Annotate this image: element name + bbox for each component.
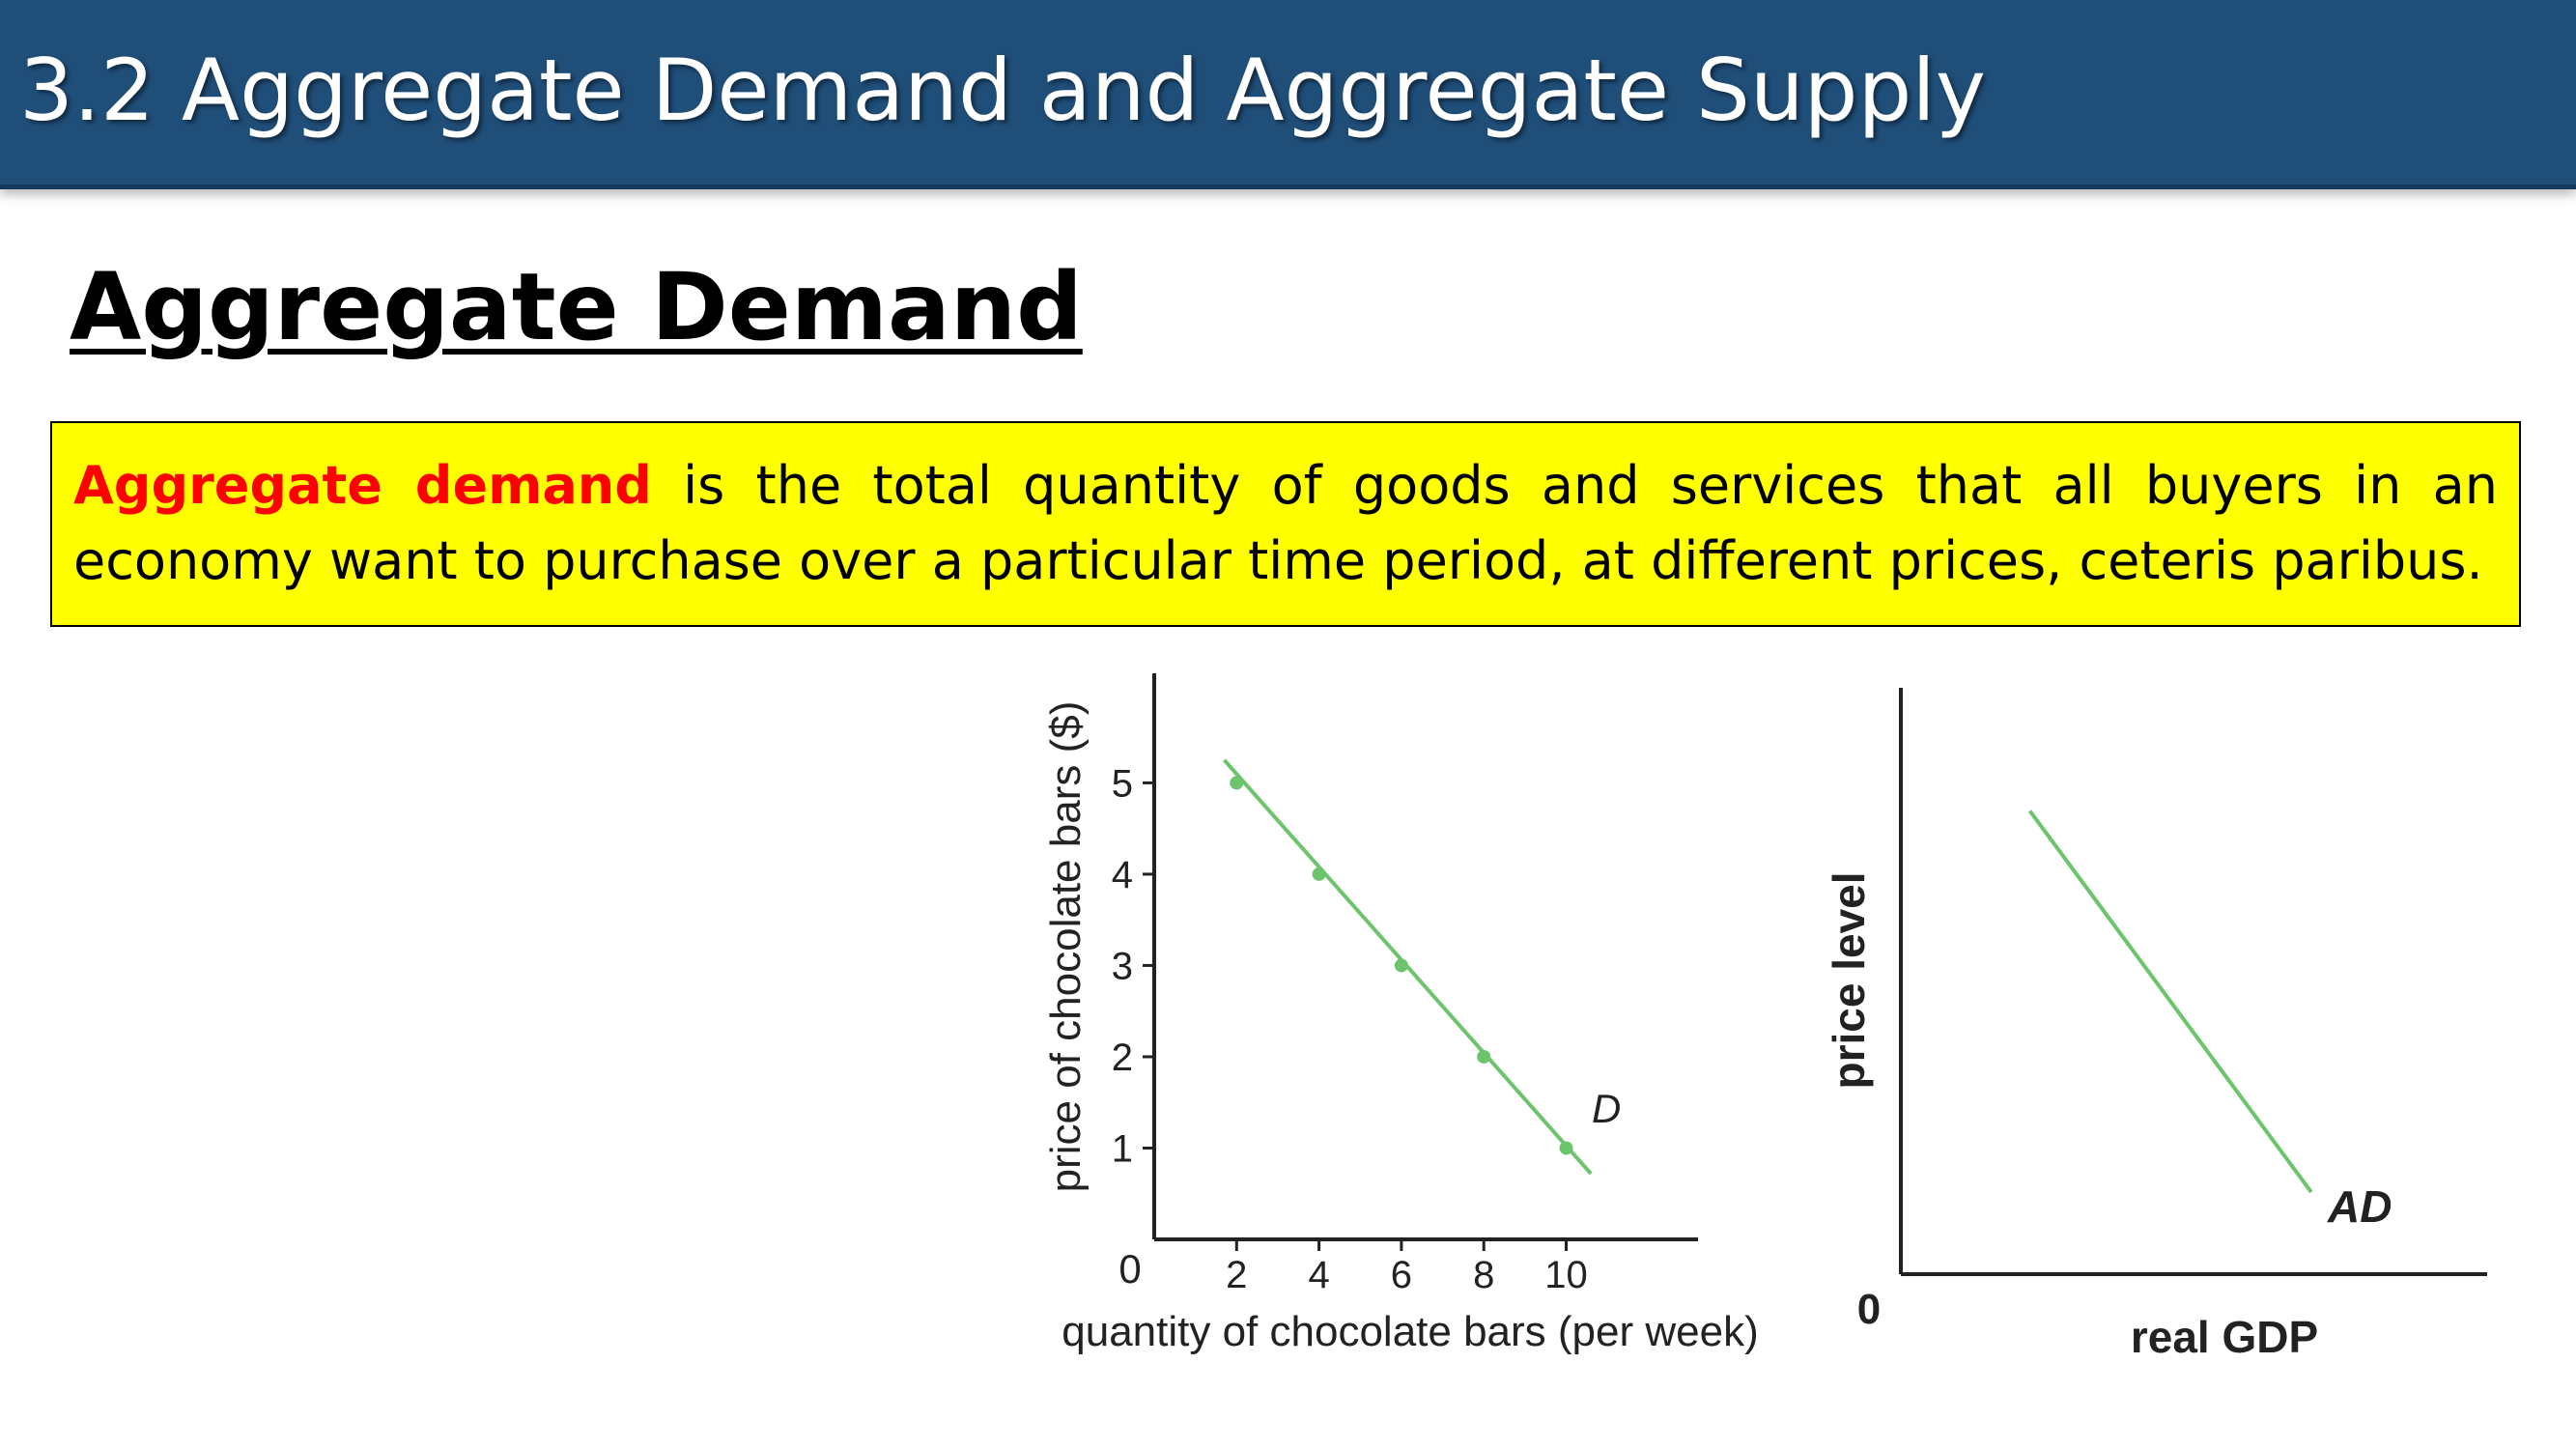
definition-text: is the total quantity of goods and servi…: [73, 455, 2498, 591]
section-heading: Aggregate Demand: [70, 253, 1083, 361]
demand-curve-points: [1230, 776, 1573, 1155]
chart1-y-tick-label: 3: [1112, 945, 1133, 987]
chart1-y-tick-label: 5: [1112, 762, 1133, 805]
chart1-y-axis-label: price of chocolate bars ($): [1042, 701, 1090, 1193]
chart1-x-tick-label: 8: [1473, 1254, 1494, 1296]
chart2-y-axis-label: price level: [1824, 871, 1874, 1089]
demand-curve-point: [1230, 776, 1244, 790]
chart2-x-axis-label: real GDP: [2131, 1312, 2318, 1362]
chart1-x-tick-label: 6: [1391, 1254, 1412, 1296]
chart1-origin-label: 0: [1118, 1246, 1141, 1292]
chart1-x-tick-label: 4: [1308, 1254, 1329, 1296]
definition-box: Aggregate demand is the total quantity o…: [50, 421, 2521, 627]
chart1-y-ticks: 1 2 3 4 5: [1112, 762, 1154, 1170]
definition-term: Aggregate demand: [73, 455, 652, 516]
aggregate-demand-curve: [2027, 810, 2313, 1194]
chocolate-demand-chart: 1 2 3 4 5 2 4 6 8 10 0 price of chocolate bars (…: [1042, 673, 1759, 1355]
demand-curve-point: [1559, 1141, 1573, 1155]
chart1-x-tick-label: 2: [1226, 1254, 1247, 1296]
aggregate-demand-chart: 0 price level real GDP AD: [1824, 688, 2487, 1362]
demand-curve-label: D: [1592, 1086, 1621, 1131]
slide-title: 3.2 Aggregate Demand and Aggregate Suppl…: [19, 41, 1986, 140]
demand-curve-point: [1477, 1049, 1491, 1064]
chart1-x-ticks: 2 4 6 8 10: [1226, 1239, 1588, 1296]
demand-curve-point: [1394, 958, 1408, 973]
chart1-x-axis-label: quantity of chocolate bars (per week): [1062, 1308, 1759, 1355]
chart1-y-tick-label: 2: [1112, 1037, 1133, 1079]
title-bar: 3.2 Aggregate Demand and Aggregate Suppl…: [0, 0, 2576, 189]
demand-curve-point: [1312, 867, 1326, 881]
chart1-y-tick-label: 4: [1112, 854, 1133, 896]
chart1-y-tick-label: 1: [1112, 1127, 1133, 1170]
chart1-x-tick-label: 10: [1544, 1254, 1588, 1296]
aggregate-demand-label: AD: [2327, 1181, 2392, 1232]
chart2-origin-label: 0: [1857, 1286, 1881, 1333]
